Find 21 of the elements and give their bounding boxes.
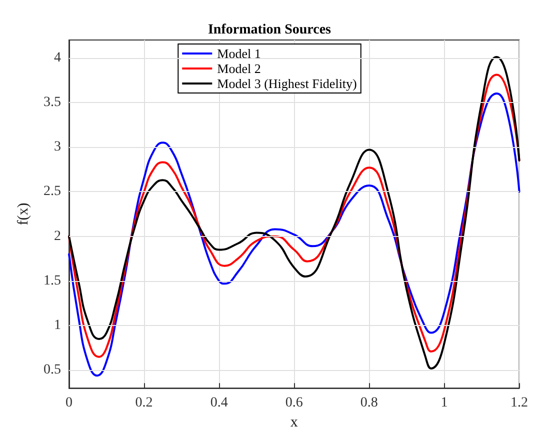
legend-label: Model 3 (Highest Fidelity) [217,76,357,91]
y-tick-label: 2.5 [44,184,61,200]
x-tick-label: 1 [440,396,448,411]
x-tick-label: 0.6 [285,396,303,411]
chart-title: Information Sources [208,22,332,38]
legend-label: Model 1 [217,46,261,61]
y-tick-label: 2 [54,228,61,244]
x-tick-label: 1.2 [510,396,528,411]
x-tick-label: 0.8 [360,396,378,411]
y-tick-label: 1 [54,318,61,334]
x-tick-label: 0 [66,396,72,411]
legend-label: Model 2 [217,61,261,76]
y-axis-title: f(x) [16,202,32,226]
x-tick-label: 0.4 [210,396,228,411]
y-tick-label: 3.5 [44,94,61,110]
x-tick-label: 0.2 [135,396,153,411]
y-tick-label: 0.5 [44,362,61,378]
y-tick-label: 4 [54,50,61,66]
y-tick-label: 1.5 [44,273,61,288]
x-axis-title: x [290,414,298,430]
y-tick-label: 3 [54,140,61,155]
